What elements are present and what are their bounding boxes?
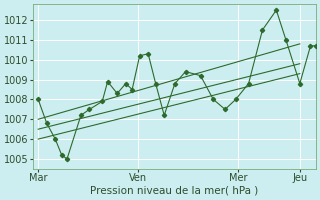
X-axis label: Pression niveau de la mer( hPa ): Pression niveau de la mer( hPa ) bbox=[90, 186, 259, 196]
